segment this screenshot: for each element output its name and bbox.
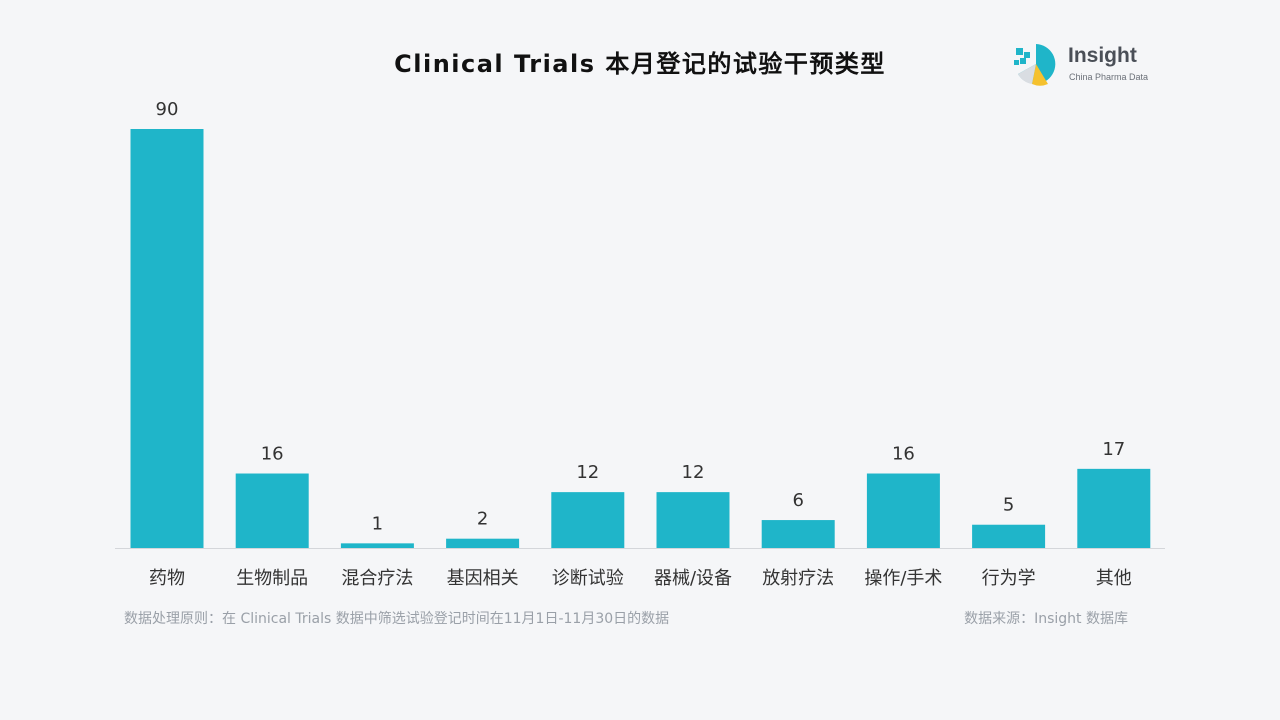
category-label-7: 操作/手术 xyxy=(864,568,942,589)
bar-8 xyxy=(972,524,1046,548)
data-label-1: 16 xyxy=(261,444,284,465)
bar-1 xyxy=(235,473,309,548)
data-label-2: 1 xyxy=(372,513,383,534)
category-label-8: 行为学 xyxy=(982,568,1036,589)
chart-title: Clinical Trials 本月登记的试验干预类型 xyxy=(394,50,886,78)
footnote-source: 数据来源：Insight 数据库 xyxy=(964,611,1128,627)
footnote-method: 数据处理原则：在 Clinical Trials 数据中筛选试验登记时间在11月… xyxy=(124,611,670,627)
bar-7 xyxy=(866,473,940,548)
logo-tagline: China Pharma Data xyxy=(1069,72,1149,82)
category-label-0: 药物 xyxy=(149,568,185,589)
category-label-5: 器械/设备 xyxy=(654,568,732,589)
data-label-6: 6 xyxy=(792,490,803,511)
category-label-6: 放射疗法 xyxy=(762,568,834,589)
logo-name: Insight xyxy=(1068,44,1137,67)
bar-9 xyxy=(1077,468,1151,548)
category-label-2: 混合疗法 xyxy=(341,568,413,589)
data-label-9: 17 xyxy=(1102,439,1125,460)
data-label-7: 16 xyxy=(892,444,915,465)
data-label-5: 12 xyxy=(682,462,705,483)
data-label-0: 90 xyxy=(156,99,179,120)
bar-4 xyxy=(551,492,625,548)
bar-3 xyxy=(446,538,520,548)
bar-2 xyxy=(340,543,414,548)
bar-6 xyxy=(761,520,835,548)
category-label-1: 生物制品 xyxy=(236,568,308,589)
category-label-4: 诊断试验 xyxy=(552,568,624,589)
bar-0 xyxy=(130,129,204,548)
data-label-3: 2 xyxy=(477,509,488,530)
category-label-9: 其他 xyxy=(1096,568,1132,589)
brand-logo: Insight China Pharma Data xyxy=(1010,40,1160,90)
data-label-4: 12 xyxy=(576,462,599,483)
insight-logo-icon xyxy=(1014,44,1056,86)
category-label-3: 基因相关 xyxy=(447,568,519,589)
bar-5 xyxy=(656,492,730,548)
data-label-8: 5 xyxy=(1003,495,1014,516)
